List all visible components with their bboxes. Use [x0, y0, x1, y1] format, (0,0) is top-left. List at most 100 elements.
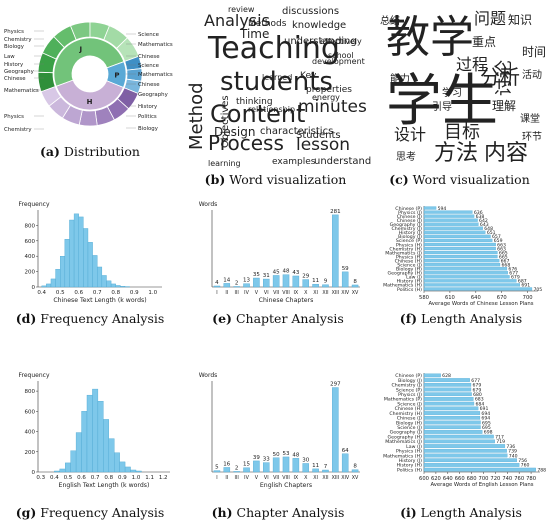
bar-value-label: 684 — [475, 401, 484, 407]
cloud-word: lesson — [296, 135, 350, 155]
x-tick-label: IV — [244, 475, 249, 481]
y-tick-label: 400 — [25, 254, 36, 260]
y-tick-label: Chinese (H) — [395, 406, 423, 412]
cloud-word: Objectives — [220, 95, 231, 148]
panel-word-cloud-english: Teaching students Content minutes Process les… — [186, 0, 371, 190]
y-tick-label: Mathematics (J) — [385, 439, 422, 445]
y-tick-label: Biology (H) — [396, 267, 422, 273]
length-bar — [423, 467, 536, 472]
histogram-bar — [41, 285, 47, 288]
cloud-word: 能力 — [390, 72, 410, 85]
caption-e: (e) Chapter Analysis — [212, 311, 344, 326]
y-tick-label: Chemistry (J) — [391, 383, 422, 389]
histogram-bar — [59, 468, 66, 473]
y-tick-label: 0 — [32, 470, 36, 476]
cloud-word: understand — [314, 156, 371, 167]
histogram-bar — [119, 461, 126, 473]
cloud-word: development — [312, 57, 365, 66]
x-tick-label: I — [216, 290, 217, 296]
panel-distribution: J P H Physics Chemistry Biology Law History Geog… — [0, 0, 180, 165]
bar-value-label: 11 — [312, 278, 319, 284]
y-tick-label: Chinese (H) — [395, 258, 423, 264]
sunburst-chart: JPHPhysicsChemistryBiologyLawHistoryGeog… — [4, 21, 173, 133]
cloud-word: relationship — [248, 105, 295, 114]
histogram-bar — [106, 280, 112, 288]
x-tick-label: II — [225, 290, 228, 296]
x-tick-label: XV — [352, 475, 359, 481]
cloud-word: 方法 — [434, 141, 478, 166]
histogram-bar — [55, 269, 61, 288]
chapter-bar — [243, 467, 250, 473]
cloud-word: 教学 — [386, 12, 474, 63]
bar-value-label: 594 — [438, 206, 447, 212]
histogram-bar — [135, 470, 142, 473]
chapter-bar — [351, 284, 359, 288]
bar-value-label: 694 — [481, 411, 490, 417]
length-bar — [423, 415, 481, 420]
cloud-word: review — [228, 5, 255, 14]
bar-value-label: 676 — [508, 267, 517, 273]
bar-value-label: 691 — [521, 283, 530, 289]
length-bar — [423, 392, 472, 397]
length-bar — [423, 378, 470, 382]
histogram-bar — [120, 286, 126, 288]
cloud-word: Design — [214, 125, 255, 139]
bar-value-label: 628 — [442, 373, 451, 379]
panel-chapter-english: Words 5 I 16 II 2 III 15 IV 39 V 33 VI 50 VII 53 VIII 48 I… — [188, 365, 368, 525]
x-tick-label: 670 — [497, 295, 507, 301]
y-tick-label: Physics (H) — [396, 242, 422, 248]
x-tick-label: IX — [294, 290, 299, 296]
length-bar — [423, 271, 508, 275]
y-tick-label: 600 — [25, 409, 36, 415]
x-tick-label: 610 — [445, 295, 455, 301]
cloud-word: Methods — [248, 19, 287, 29]
y-tick-label: Science (P) — [396, 238, 422, 244]
chapter-bar — [312, 283, 319, 288]
y-tick-label: Biology (H) — [396, 420, 422, 426]
bar-value-label: 679 — [472, 383, 481, 389]
y-tick-label: Biology (J) — [398, 378, 422, 384]
x-tick-label: VI — [264, 475, 269, 481]
caption-a: (a) Distribution — [39, 144, 140, 159]
inner-label: P — [114, 71, 119, 79]
bar-value-label: 29 — [302, 274, 309, 280]
bar-value-label: 59 — [342, 266, 349, 272]
outer-label-right: Mathematics — [138, 42, 173, 48]
bar-value-label: 657 — [492, 234, 501, 240]
length-bar — [423, 238, 493, 243]
cloud-word: Method — [186, 82, 207, 150]
x-tick-label: 620 — [431, 476, 441, 482]
outer-label-left: Chinese — [4, 76, 26, 82]
chapter-bar — [253, 277, 260, 288]
y-tick-label: Mathematics (P) — [384, 397, 422, 403]
histogram-bar — [110, 283, 116, 288]
length-bar — [423, 411, 481, 415]
length-bar — [423, 275, 510, 279]
cloud-word: properties — [306, 85, 352, 95]
histogram-bar — [70, 450, 77, 473]
cloud-word: Key — [300, 71, 317, 81]
length-bar — [423, 401, 475, 406]
cloud-word: characteristics — [260, 126, 333, 137]
chapter-bar — [322, 469, 329, 473]
hbar-chart-chinese-length: 594 Chinese (P) 636 Physics (J) 638 Chinese (… — [383, 206, 542, 307]
cloud-word: 内容 — [484, 141, 528, 166]
y-tick-label: History (J) — [399, 230, 422, 236]
chapter-bar — [292, 458, 300, 473]
x-tick-label: IV — [244, 290, 249, 296]
y-tick-label: Chinese (J) — [397, 214, 422, 220]
panel-chapter-chinese: Words 4 I 14 II 2 III 13 IV 35 V 31 VI 45 VII 48 VIII 43 I… — [188, 198, 368, 348]
bar-value-label: 4 — [215, 280, 219, 286]
length-bar — [423, 406, 479, 411]
bar-value-label: 636 — [474, 210, 483, 216]
histogram-bar — [81, 411, 88, 473]
cloud-word: Time — [239, 27, 269, 41]
bar-value-label: 48 — [283, 269, 290, 275]
y-tick-label: 0 — [32, 285, 36, 291]
bar-value-label: 643 — [480, 222, 489, 228]
y-tick-label: Mathematics (J) — [385, 250, 422, 256]
histogram-bar — [130, 469, 137, 473]
length-bar — [423, 453, 508, 458]
bar-value-label: 691 — [480, 406, 489, 412]
length-bar — [423, 234, 491, 238]
